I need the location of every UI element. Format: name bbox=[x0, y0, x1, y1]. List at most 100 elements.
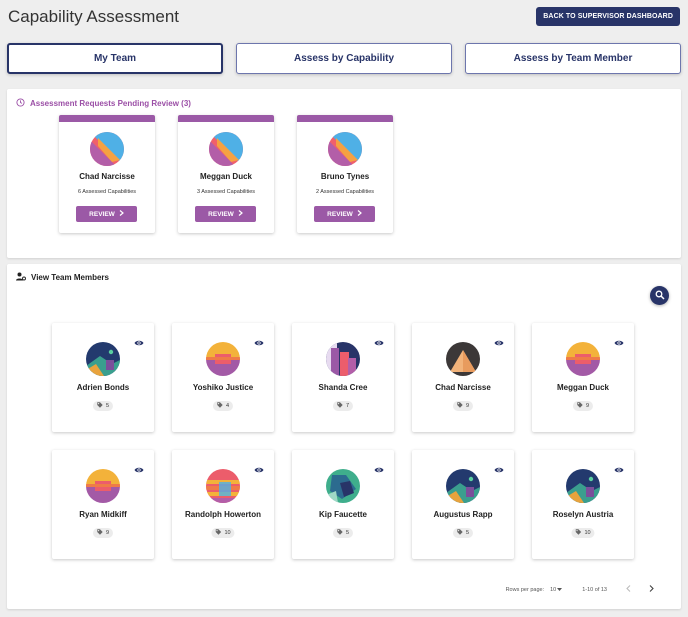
eye-icon[interactable] bbox=[614, 461, 624, 473]
back-to-supervisor-dashboard-button[interactable]: BACK TO SUPERVISOR DASHBOARD bbox=[536, 7, 680, 26]
avatar bbox=[209, 132, 243, 166]
eye-icon[interactable] bbox=[374, 334, 384, 346]
capability-count-chip: 5 bbox=[452, 528, 474, 538]
caret-down-icon bbox=[557, 587, 563, 593]
tag-icon bbox=[97, 529, 103, 537]
tag-icon bbox=[457, 402, 463, 410]
pending-review-header: Assessment Requests Pending Review (3) bbox=[16, 98, 191, 109]
team-member-card[interactable]: Randolph Howerton 10 bbox=[172, 450, 274, 559]
pending-card-name: Meggan Duck bbox=[199, 172, 252, 181]
chevron-left-icon bbox=[625, 585, 630, 592]
card-accent-bar bbox=[178, 115, 274, 122]
eye-icon[interactable] bbox=[494, 334, 504, 346]
capability-count-chip: 10 bbox=[571, 528, 595, 538]
next-page-button[interactable] bbox=[645, 584, 657, 595]
team-members-title: View Team Members bbox=[31, 273, 109, 282]
pending-card: Meggan Duck 3 Assessed Capabilities REVI… bbox=[178, 115, 274, 233]
tab-assess-by-team-member[interactable]: Assess by Team Member bbox=[465, 43, 681, 74]
pending-card-capabilities: 3 Assessed Capabilities bbox=[196, 189, 256, 195]
team-member-card[interactable]: Shanda Cree 7 bbox=[292, 323, 394, 432]
team-member-name: Randolph Howerton bbox=[185, 510, 261, 519]
capability-count-chip: 7 bbox=[332, 401, 354, 411]
team-member-name: Yoshiko Justice bbox=[192, 383, 254, 392]
tab-assess-by-capability[interactable]: Assess by Capability bbox=[236, 43, 452, 74]
previous-page-button[interactable] bbox=[622, 584, 634, 595]
team-member-name: Meggan Duck bbox=[556, 383, 609, 392]
pending-card: Chad Narcisse 6 Assessed Capabilities RE… bbox=[59, 115, 155, 233]
capability-count-chip: 4 bbox=[212, 401, 234, 411]
avatar bbox=[86, 342, 120, 376]
avatar bbox=[446, 342, 480, 376]
rows-per-page-select[interactable]: 10 bbox=[550, 587, 563, 593]
team-member-card[interactable]: Yoshiko Justice 4 bbox=[172, 323, 274, 432]
avatar bbox=[326, 469, 360, 503]
team-member-card[interactable]: Kip Faucette 5 bbox=[292, 450, 394, 559]
capability-count-chip: 9 bbox=[452, 401, 474, 411]
pending-card: Bruno Tynes 2 Assessed Capabilities REVI… bbox=[297, 115, 393, 233]
eye-icon[interactable] bbox=[494, 461, 504, 473]
team-member-card[interactable]: Roselyn Austria 10 bbox=[532, 450, 634, 559]
team-member-name: Augustus Rapp bbox=[433, 510, 493, 519]
eye-icon[interactable] bbox=[254, 334, 264, 346]
card-accent-bar bbox=[297, 115, 393, 122]
team-members-panel: View Team Members Adrien Bonds 5 Yoshiko… bbox=[7, 264, 681, 609]
team-member-card[interactable]: Chad Narcisse 9 bbox=[412, 323, 514, 432]
person-settings-icon bbox=[16, 272, 26, 283]
search-button[interactable] bbox=[650, 286, 669, 305]
clock-icon bbox=[16, 98, 25, 109]
avatar bbox=[446, 469, 480, 503]
chevron-right-icon bbox=[649, 585, 654, 592]
tag-icon bbox=[577, 402, 583, 410]
avatar bbox=[206, 469, 240, 503]
tab-my-team[interactable]: My Team bbox=[7, 43, 223, 74]
team-member-card[interactable]: Augustus Rapp 5 bbox=[412, 450, 514, 559]
team-member-name: Shanda Cree bbox=[318, 383, 368, 392]
avatar bbox=[326, 342, 360, 376]
tag-icon bbox=[217, 402, 223, 410]
capability-count-chip: 5 bbox=[332, 528, 354, 538]
team-members-header: View Team Members bbox=[16, 272, 109, 283]
search-icon bbox=[655, 287, 665, 305]
page-title: Capability Assessment bbox=[8, 7, 180, 26]
pagination-range: 1-10 of 13 bbox=[582, 586, 607, 593]
capability-count-chip: 10 bbox=[211, 528, 235, 538]
pending-card-capabilities: 6 Assessed Capabilities bbox=[77, 189, 137, 195]
pending-review-panel: Assessment Requests Pending Review (3) C… bbox=[7, 89, 681, 258]
card-accent-bar bbox=[59, 115, 155, 122]
eye-icon[interactable] bbox=[374, 461, 384, 473]
pending-card-capabilities: 2 Assessed Capabilities bbox=[315, 189, 375, 195]
review-button[interactable]: REVIEW bbox=[76, 206, 137, 222]
avatar bbox=[90, 132, 124, 166]
tag-icon bbox=[215, 529, 222, 537]
pending-review-title: Assessment Requests Pending Review (3) bbox=[30, 99, 191, 108]
avatar bbox=[86, 469, 120, 503]
capability-count-chip: 9 bbox=[572, 401, 594, 411]
avatar bbox=[206, 342, 240, 376]
chevron-right-icon bbox=[238, 210, 243, 218]
team-member-name: Adrien Bonds bbox=[76, 383, 130, 392]
team-member-name: Ryan Midkiff bbox=[79, 510, 127, 519]
tag-icon bbox=[337, 529, 343, 537]
team-member-name: Kip Faucette bbox=[318, 510, 367, 519]
pending-card-name: Chad Narcisse bbox=[79, 172, 135, 181]
team-member-card[interactable]: Meggan Duck 9 bbox=[532, 323, 634, 432]
rows-per-page-label: Rows per page: bbox=[505, 586, 545, 593]
eye-icon[interactable] bbox=[614, 334, 624, 346]
chevron-right-icon bbox=[119, 210, 124, 218]
avatar bbox=[566, 469, 600, 503]
eye-icon[interactable] bbox=[134, 334, 144, 346]
eye-icon[interactable] bbox=[254, 461, 264, 473]
team-member-card[interactable]: Adrien Bonds 5 bbox=[52, 323, 154, 432]
chevron-right-icon bbox=[357, 210, 362, 218]
eye-icon[interactable] bbox=[134, 461, 144, 473]
team-member-card[interactable]: Ryan Midkiff 9 bbox=[52, 450, 154, 559]
tag-icon bbox=[337, 402, 343, 410]
tag-icon bbox=[97, 402, 103, 410]
avatar bbox=[328, 132, 362, 166]
review-button[interactable]: REVIEW bbox=[195, 206, 256, 222]
tag-icon bbox=[457, 529, 463, 537]
pagination: Rows per page: 10 1-10 of 13 bbox=[506, 584, 681, 595]
team-member-name: Chad Narcisse bbox=[435, 383, 491, 392]
review-button[interactable]: REVIEW bbox=[314, 206, 375, 222]
capability-count-chip: 9 bbox=[92, 528, 114, 538]
